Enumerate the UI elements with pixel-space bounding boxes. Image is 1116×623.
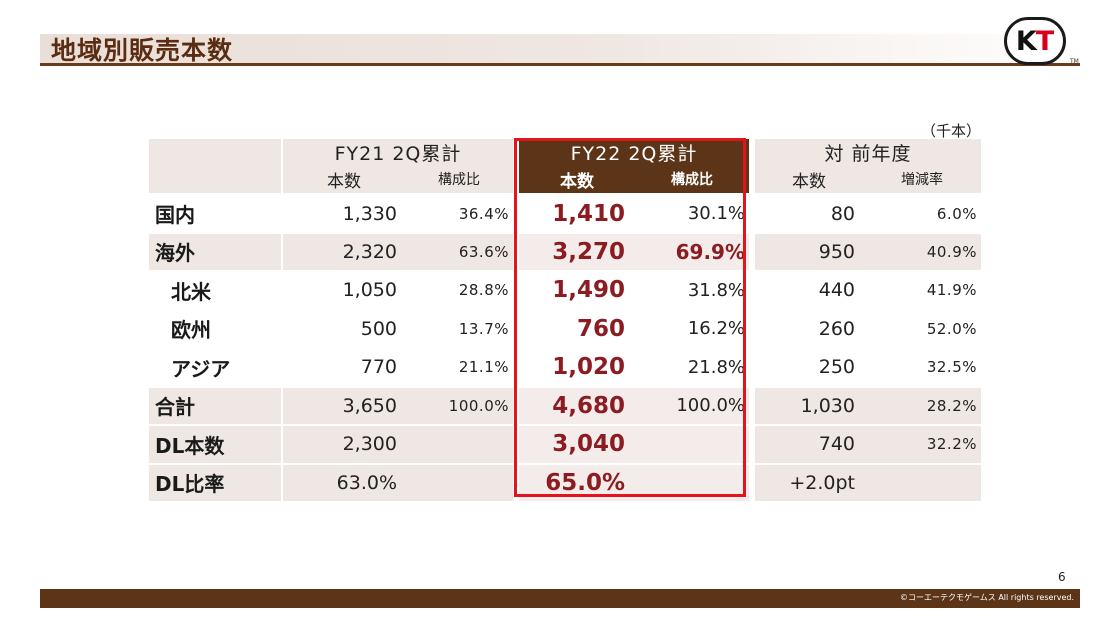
row-label: DL本数 <box>149 425 281 465</box>
fy22-units-cell: 65.0% <box>519 463 635 503</box>
page-number: 6 <box>1058 570 1066 584</box>
yoy-units-cell: 260 <box>755 309 863 349</box>
fy21-units-cell: 1,050 <box>283 271 405 311</box>
subheader-blank <box>149 166 281 196</box>
fy21-units-cell: 500 <box>283 309 405 349</box>
header-fy22-ratio: 構成比 <box>635 166 749 196</box>
fy22-ratio-cell: 31.8% <box>635 271 749 311</box>
table-row: 北米 1,050 28.8% 1,490 31.8% 440 41.9% <box>149 271 981 311</box>
header-blank <box>149 139 281 166</box>
header-fy21-units: 本数 <box>283 166 405 196</box>
header-fy22-units: 本数 <box>519 166 635 196</box>
fy22-units-cell: 3,270 <box>519 232 635 272</box>
fy22-ratio-cell <box>635 425 749 465</box>
row-label: アジア <box>149 348 281 388</box>
table-row: 合計 3,650 100.0% 4,680 100.0% 1,030 28.2% <box>149 386 981 426</box>
fy21-units-cell: 2,320 <box>283 232 405 272</box>
table-header-row: FY21 2Q累計 FY22 2Q累計 対 前年度 <box>149 139 981 166</box>
yoy-units-cell: 740 <box>755 425 863 465</box>
fy21-ratio-cell: 63.6% <box>405 232 513 272</box>
fy21-units-cell: 3,650 <box>283 386 405 426</box>
yoy-units-cell: 1,030 <box>755 386 863 426</box>
table-row: 欧州 500 13.7% 760 16.2% 260 52.0% <box>149 309 981 349</box>
fy22-units-cell: 1,490 <box>519 271 635 311</box>
fy22-units-cell: 1,410 <box>519 194 635 234</box>
company-logo: K T <box>1004 17 1066 65</box>
fy21-units-cell: 1,330 <box>283 194 405 234</box>
yoy-change-cell: 41.9% <box>863 271 981 311</box>
unit-note: （千本） <box>921 122 982 140</box>
regional-sales-table: FY21 2Q累計 FY22 2Q累計 対 前年度 本数 構成比 本数 構成比 … <box>149 139 981 503</box>
row-label: 海外 <box>149 232 281 272</box>
fy21-ratio-cell: 36.4% <box>405 194 513 234</box>
fy21-ratio-cell: 100.0% <box>405 386 513 426</box>
yoy-units-cell: 440 <box>755 271 863 311</box>
yoy-change-cell: 28.2% <box>863 386 981 426</box>
header-fy21-ratio: 構成比 <box>405 166 513 196</box>
row-label: 北米 <box>149 271 281 311</box>
row-label: 欧州 <box>149 309 281 349</box>
fy21-ratio-cell: 13.7% <box>405 309 513 349</box>
row-label: DL比率 <box>149 463 281 503</box>
fy21-ratio-cell: 28.8% <box>405 271 513 311</box>
fy22-units-cell: 1,020 <box>519 348 635 388</box>
row-label: 合計 <box>149 386 281 426</box>
fy21-units-cell: 2,300 <box>283 425 405 465</box>
yoy-change-cell: 32.2% <box>863 425 981 465</box>
fy22-units-cell: 3,040 <box>519 425 635 465</box>
yoy-change-cell: 40.9% <box>863 232 981 272</box>
fy22-ratio-cell: 69.9% <box>635 232 749 272</box>
header-fy22-title: FY22 2Q累計 <box>519 139 749 166</box>
trademark-mark: TM <box>1070 58 1079 65</box>
logo-letter-k: K <box>1015 25 1037 57</box>
row-label: 国内 <box>149 194 281 234</box>
fy22-units-cell: 760 <box>519 309 635 349</box>
fy21-ratio-cell: 21.1% <box>405 348 513 388</box>
yoy-units-cell: 950 <box>755 232 863 272</box>
fy22-ratio-cell: 16.2% <box>635 309 749 349</box>
yoy-units-cell: +2.0pt <box>755 463 863 503</box>
header-fy21-title: FY21 2Q累計 <box>283 139 513 166</box>
table-subheader-row: 本数 構成比 本数 構成比 本数 増減率 <box>149 166 981 196</box>
yoy-change-cell: 52.0% <box>863 309 981 349</box>
yoy-change-cell <box>863 463 981 503</box>
fy22-ratio-cell: 21.8% <box>635 348 749 388</box>
fy22-ratio-cell: 30.1% <box>635 194 749 234</box>
table-row: アジア 770 21.1% 1,020 21.8% 250 32.5% <box>149 348 981 388</box>
copyright-notice: ©コーエーテクモゲームス All rights reserved. <box>900 593 1074 602</box>
header-yoy-title: 対 前年度 <box>755 139 981 166</box>
fy21-units-cell: 770 <box>283 348 405 388</box>
yoy-change-cell: 6.0% <box>863 194 981 234</box>
fy22-units-cell: 4,680 <box>519 386 635 426</box>
table-row: DL本数 2,300 3,040 740 32.2% <box>149 425 981 465</box>
fy21-units-cell: 63.0% <box>283 463 405 503</box>
logo-letter-t: T <box>1035 25 1055 57</box>
fy22-ratio-cell <box>635 463 749 503</box>
fy21-ratio-cell <box>405 463 513 503</box>
fy21-ratio-cell <box>405 425 513 465</box>
table-row: 国内 1,330 36.4% 1,410 30.1% 80 6.0% <box>149 194 981 234</box>
title-band <box>40 34 1080 64</box>
header-yoy-units: 本数 <box>755 166 863 196</box>
title-underline <box>40 63 1080 66</box>
fy22-ratio-cell: 100.0% <box>635 386 749 426</box>
table-row: DL比率 63.0% 65.0% +2.0pt <box>149 463 981 503</box>
table-row: 海外 2,320 63.6% 3,270 69.9% 950 40.9% <box>149 232 981 272</box>
yoy-units-cell: 80 <box>755 194 863 234</box>
yoy-change-cell: 32.5% <box>863 348 981 388</box>
footer-bar <box>40 589 1080 608</box>
page-title: 地域別販売本数 <box>51 36 234 65</box>
header-yoy-change: 増減率 <box>863 166 981 196</box>
yoy-units-cell: 250 <box>755 348 863 388</box>
